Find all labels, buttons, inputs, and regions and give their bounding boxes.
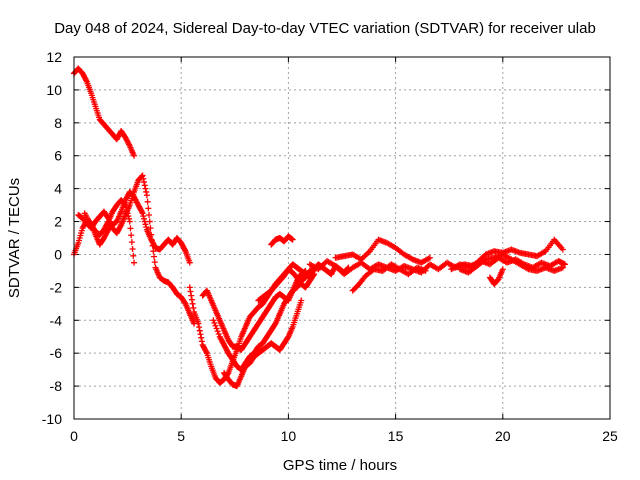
data-point [130, 252, 137, 259]
x-axis-title: GPS time / hours [283, 457, 397, 474]
x-tick-label: 15 [388, 428, 404, 444]
data-point [140, 213, 147, 220]
data-point [198, 334, 205, 341]
data-point [121, 201, 128, 208]
data-point [146, 211, 153, 218]
data-point [148, 237, 155, 244]
y-tick-label: 10 [46, 82, 62, 98]
data-point [128, 232, 135, 239]
data-point [140, 175, 147, 182]
y-tick-label: 0 [54, 246, 62, 262]
data-point [426, 254, 433, 261]
y-tick-label: 4 [54, 181, 62, 197]
data-point [128, 239, 135, 246]
data-point [214, 328, 221, 335]
data-point [422, 267, 429, 274]
data-point [151, 253, 158, 260]
data-point [186, 284, 193, 291]
data-point [210, 317, 217, 324]
data-point [139, 210, 146, 217]
data-point [131, 259, 138, 266]
data-point [148, 231, 155, 238]
x-tick-label: 10 [281, 428, 297, 444]
y-tick-label: 6 [54, 148, 62, 164]
data-point [123, 204, 130, 211]
y-tick-label: 2 [54, 214, 62, 230]
data-point [559, 264, 566, 271]
y-tick-label: -6 [50, 345, 63, 361]
data-point [190, 304, 197, 311]
data-point [150, 248, 157, 255]
data-point [215, 330, 222, 337]
data-point [196, 324, 203, 331]
data-point [211, 320, 218, 327]
data-point [141, 218, 148, 225]
data-point [141, 179, 148, 186]
data-point [561, 261, 568, 268]
grid [74, 57, 610, 419]
x-tick-label: 25 [602, 428, 618, 444]
chart-title: Day 048 of 2024, Sidereal Day-to-day VTE… [54, 20, 596, 37]
data-point [124, 210, 131, 217]
data-point [145, 205, 152, 212]
data-point [126, 218, 133, 225]
data-point [311, 271, 318, 278]
data-point [122, 202, 129, 209]
data-point [188, 296, 195, 303]
data-point [149, 242, 156, 249]
y-tick-label: 12 [46, 49, 62, 65]
y-tick-label: -10 [42, 411, 62, 427]
data-point [144, 198, 151, 205]
x-tick-label: 5 [177, 428, 185, 444]
data-point [198, 338, 205, 345]
data-point [559, 246, 566, 253]
data-point [188, 292, 195, 299]
data-point [189, 300, 196, 307]
data-point [197, 331, 204, 338]
data-point [139, 172, 146, 179]
data-point [125, 213, 132, 220]
ticks: 0 5 10 15 20 25 -10 -8 -6 -4 -2 0 2 4 6 8 10 12 [42, 49, 618, 444]
x-tick-label: 20 [495, 428, 511, 444]
data-point [142, 185, 149, 192]
data-point [131, 152, 138, 159]
data-point [151, 259, 158, 266]
data-point [143, 224, 150, 231]
data-point [499, 266, 506, 273]
data-point [126, 215, 133, 222]
y-tick-label: -2 [50, 279, 63, 295]
data-point [143, 188, 150, 195]
data-point [196, 327, 203, 334]
data-point [129, 245, 136, 252]
data-point [146, 218, 153, 225]
data-point [289, 236, 296, 243]
data-point [212, 322, 219, 329]
data-point [195, 320, 202, 327]
data-point [127, 225, 134, 232]
y-tick-label: -8 [50, 378, 63, 394]
data-point [186, 259, 193, 266]
data-point [213, 325, 220, 332]
data-point [141, 215, 148, 222]
data-point [142, 221, 149, 228]
y-axis-title: SDTVAR / TECUs [6, 178, 23, 298]
y-tick-label: 8 [54, 115, 62, 131]
data-point [298, 297, 305, 304]
data-point [143, 192, 150, 199]
y-tick-label: -4 [50, 312, 63, 328]
data-point [147, 225, 154, 232]
data-points [71, 65, 568, 390]
data-point [141, 182, 148, 189]
plot-frame [73, 56, 611, 420]
data-point [310, 272, 317, 279]
data-point [123, 207, 130, 214]
x-tick-label: 0 [70, 428, 78, 444]
data-point [187, 288, 194, 295]
